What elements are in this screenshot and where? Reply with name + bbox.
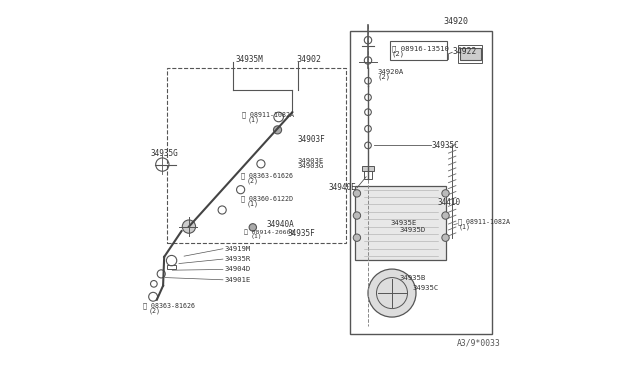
Text: 34922: 34922 bbox=[452, 47, 477, 56]
Text: 34935G: 34935G bbox=[150, 149, 178, 158]
Text: 34940E: 34940E bbox=[328, 183, 356, 192]
Circle shape bbox=[353, 212, 360, 219]
Bar bbox=[362, 166, 374, 171]
Text: Ⓢ 08363-81626: Ⓢ 08363-81626 bbox=[143, 303, 195, 309]
Circle shape bbox=[353, 190, 360, 197]
Text: (2): (2) bbox=[247, 177, 259, 184]
Text: Ⓝ 08911-1082A: Ⓝ 08911-1082A bbox=[458, 219, 511, 225]
Text: Ⓢ 08360-6122D: Ⓢ 08360-6122D bbox=[241, 195, 293, 202]
Circle shape bbox=[442, 190, 449, 197]
Text: (2): (2) bbox=[148, 308, 160, 314]
Bar bbox=[167, 265, 175, 269]
Bar bbox=[167, 68, 346, 243]
Text: A3/9*0033: A3/9*0033 bbox=[456, 339, 500, 347]
Circle shape bbox=[442, 212, 449, 219]
Text: (1): (1) bbox=[247, 200, 259, 206]
Text: 34903F: 34903F bbox=[297, 135, 325, 144]
Text: 34903E: 34903E bbox=[297, 158, 323, 164]
Text: 34904D: 34904D bbox=[224, 266, 250, 272]
Bar bbox=[458, 45, 483, 63]
Bar bbox=[390, 41, 447, 61]
Text: 34920A: 34920A bbox=[377, 69, 403, 75]
Text: 34935D: 34935D bbox=[399, 227, 426, 232]
Text: 34935B: 34935B bbox=[399, 275, 426, 281]
Text: 34919M: 34919M bbox=[224, 246, 250, 252]
Text: 34935C: 34935C bbox=[432, 141, 460, 150]
Text: (1): (1) bbox=[458, 223, 470, 230]
Text: 34935R: 34935R bbox=[224, 256, 250, 262]
Circle shape bbox=[353, 234, 360, 241]
Text: 34410: 34410 bbox=[437, 198, 461, 207]
Bar bbox=[364, 171, 372, 179]
Text: (2): (2) bbox=[377, 74, 390, 80]
Text: 34935E: 34935E bbox=[391, 220, 417, 226]
Text: 34935C: 34935C bbox=[412, 285, 438, 291]
Text: (1): (1) bbox=[248, 116, 260, 123]
Text: 34920: 34920 bbox=[444, 17, 468, 26]
Text: (2): (2) bbox=[392, 51, 405, 57]
Text: 34940A: 34940A bbox=[266, 219, 294, 228]
Text: 34902: 34902 bbox=[296, 55, 321, 64]
Text: 34901E: 34901E bbox=[224, 277, 250, 283]
Polygon shape bbox=[355, 186, 445, 260]
Circle shape bbox=[442, 234, 449, 241]
Text: 34935F: 34935F bbox=[288, 230, 316, 238]
Text: 34903G: 34903G bbox=[297, 163, 323, 169]
Text: Ⓢ 08363-61626: Ⓢ 08363-61626 bbox=[241, 173, 293, 179]
Text: Ⓝ 08911-1082A: Ⓝ 08911-1082A bbox=[242, 112, 294, 118]
Bar bbox=[460, 48, 481, 61]
Circle shape bbox=[273, 126, 282, 134]
Circle shape bbox=[368, 269, 416, 317]
Text: Ⓥ 08916-13510: Ⓥ 08916-13510 bbox=[392, 45, 449, 52]
Circle shape bbox=[249, 224, 257, 231]
Circle shape bbox=[182, 220, 196, 233]
Text: (1): (1) bbox=[251, 234, 262, 240]
Text: Ⓝ 08914-20600: Ⓝ 08914-20600 bbox=[244, 230, 294, 235]
Bar bbox=[349, 31, 492, 334]
Text: 34935M: 34935M bbox=[235, 55, 263, 64]
